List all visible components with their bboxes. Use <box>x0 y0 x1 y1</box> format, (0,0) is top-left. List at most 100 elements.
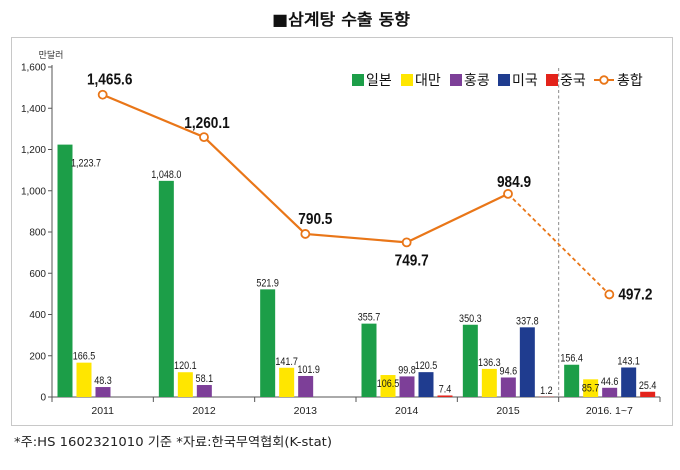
legend-label: 중국 <box>560 73 586 89</box>
x-tick-label: 2013 <box>294 405 318 417</box>
chart-marks <box>57 93 656 397</box>
legend-swatch <box>401 74 413 86</box>
total-point <box>97 89 108 100</box>
legend-swatch <box>546 74 558 86</box>
bar-japan <box>260 289 276 397</box>
bar-value-label-hongkong: 48.3 <box>94 375 112 387</box>
bar-value-label-japan: 355.7 <box>358 312 381 324</box>
bar-value-label-hongkong: 99.8 <box>398 365 416 377</box>
bar-hongkong <box>298 375 314 397</box>
bar-value-label-hongkong: 44.6 <box>601 376 619 388</box>
legend-item-total: 총합 <box>594 73 643 89</box>
bar-value-label-usa: 120.5 <box>415 360 438 372</box>
legend-item-china: 중국 <box>546 73 586 89</box>
legend-swatch <box>352 74 364 86</box>
chart-title: ■삼계탕 수출 동향 <box>272 10 410 29</box>
bar-value-label-taiwan: 141.7 <box>275 356 298 368</box>
legend-label: 홍콩 <box>464 73 490 89</box>
y-tick-label: 1,200 <box>21 145 46 156</box>
y-tick-label: 400 <box>29 310 46 321</box>
y-tick-label: 600 <box>29 269 46 280</box>
bar-japan <box>564 364 580 397</box>
bar-value-label-japan: 1,048.0 <box>151 169 181 181</box>
x-tick-label: 2011 <box>91 405 114 417</box>
y-tick-label: 0 <box>40 393 46 404</box>
legend-item-taiwan: 대만 <box>401 73 441 89</box>
total-point <box>604 289 615 300</box>
bar-taiwan <box>380 375 396 397</box>
total-value-label: 1,465.6 <box>87 72 132 89</box>
total-value-label: 790.5 <box>298 211 332 228</box>
chart-frame <box>11 37 673 426</box>
x-tick-label: 2014 <box>395 405 419 417</box>
total-value-label: 749.7 <box>395 253 429 270</box>
bar-taiwan <box>279 367 295 397</box>
total-value-label: 497.2 <box>618 287 652 304</box>
legend-label: 총합 <box>617 73 643 89</box>
bar-value-label-usa: 143.1 <box>617 356 640 368</box>
bar-value-label-china: 7.4 <box>439 384 452 396</box>
bar-value-label-japan: 156.4 <box>560 353 583 365</box>
x-tick-label: 2012 <box>192 405 216 417</box>
bar-japan <box>57 144 73 397</box>
bar-value-label-taiwan: 106.5 <box>377 378 400 390</box>
bar-value-label-taiwan: 85.7 <box>582 383 600 395</box>
legend-item-usa: 미국 <box>498 73 538 89</box>
bar-china <box>437 395 453 397</box>
bar-value-label-japan: 521.9 <box>256 278 279 290</box>
y-tick-label: 1,000 <box>21 186 46 197</box>
y-unit-label: 만달러 <box>39 49 64 61</box>
y-tick-label: 1,400 <box>21 104 46 115</box>
total-value-label: 1,260.1 <box>184 115 229 132</box>
total-line-partial-dashed <box>507 193 610 296</box>
bar-value-label-taiwan: 120.1 <box>174 360 197 372</box>
bar-taiwan <box>481 368 497 397</box>
bar-hongkong <box>95 387 111 397</box>
bar-usa <box>621 367 637 397</box>
total-point <box>503 188 513 199</box>
legend-marker-swatch <box>599 75 609 85</box>
y-tick-label: 800 <box>29 228 46 239</box>
bar-japan <box>361 323 377 397</box>
legend-label: 미국 <box>512 73 538 89</box>
bar-taiwan <box>177 372 193 397</box>
bar-value-label-japan: 1,223.7 <box>71 158 101 170</box>
total-point <box>300 229 311 239</box>
legend-swatch <box>498 74 510 86</box>
bar-taiwan <box>583 379 599 397</box>
y-tick-label: 200 <box>29 351 46 362</box>
total-line-points-and-labels: 1,465.6 1,260.1 790.5 749.7 984.9 497.2 <box>87 72 652 304</box>
bar-value-label-china: 1.2 <box>540 385 553 397</box>
legend-label: 일본 <box>366 73 392 89</box>
legend-item-japan: 일본 <box>352 73 392 89</box>
bar-hongkong <box>500 377 516 397</box>
x-tick-label: 2016. 1~7 <box>586 405 633 417</box>
bar-value-label-taiwan: 136.3 <box>478 357 501 369</box>
bar-usa <box>418 372 434 397</box>
bar-value-label-usa: 337.8 <box>516 316 539 328</box>
bar-value-label-hongkong: 94.6 <box>500 366 518 378</box>
bar-hongkong <box>196 385 212 397</box>
legend-item-hongkong: 홍콩 <box>450 73 490 89</box>
bar-value-label-taiwan: 166.5 <box>73 351 96 363</box>
x-tick-label: 2015 <box>496 405 520 417</box>
bar-value-label-japan: 350.3 <box>459 313 482 325</box>
bar-japan <box>462 324 478 397</box>
bar-value-labels: 1,223.7 1,048.0 521.9 355.7 350.3 156.4 166.5 1… <box>71 158 657 397</box>
bar-hongkong <box>602 387 618 397</box>
bar-hongkong <box>399 376 415 397</box>
bar-japan <box>158 180 174 397</box>
axes: 0 200 400 600 800 1,000 1,200 1,400 1,600 2011 201… <box>21 63 661 417</box>
bar-value-label-hongkong: 58.1 <box>196 373 214 385</box>
bar-usa <box>519 327 535 397</box>
bar-china <box>640 391 656 397</box>
total-point <box>401 237 412 248</box>
bar-value-label-hongkong: 101.9 <box>297 364 320 376</box>
total-point <box>199 132 209 143</box>
y-tick-label: 1,600 <box>21 63 46 74</box>
footnote: *주:HS 1602321010 기준 *자료:한국무역협회(K-stat) <box>14 434 332 449</box>
total-value-label: 984.9 <box>497 174 531 191</box>
bar-value-label-china: 25.4 <box>639 380 657 392</box>
